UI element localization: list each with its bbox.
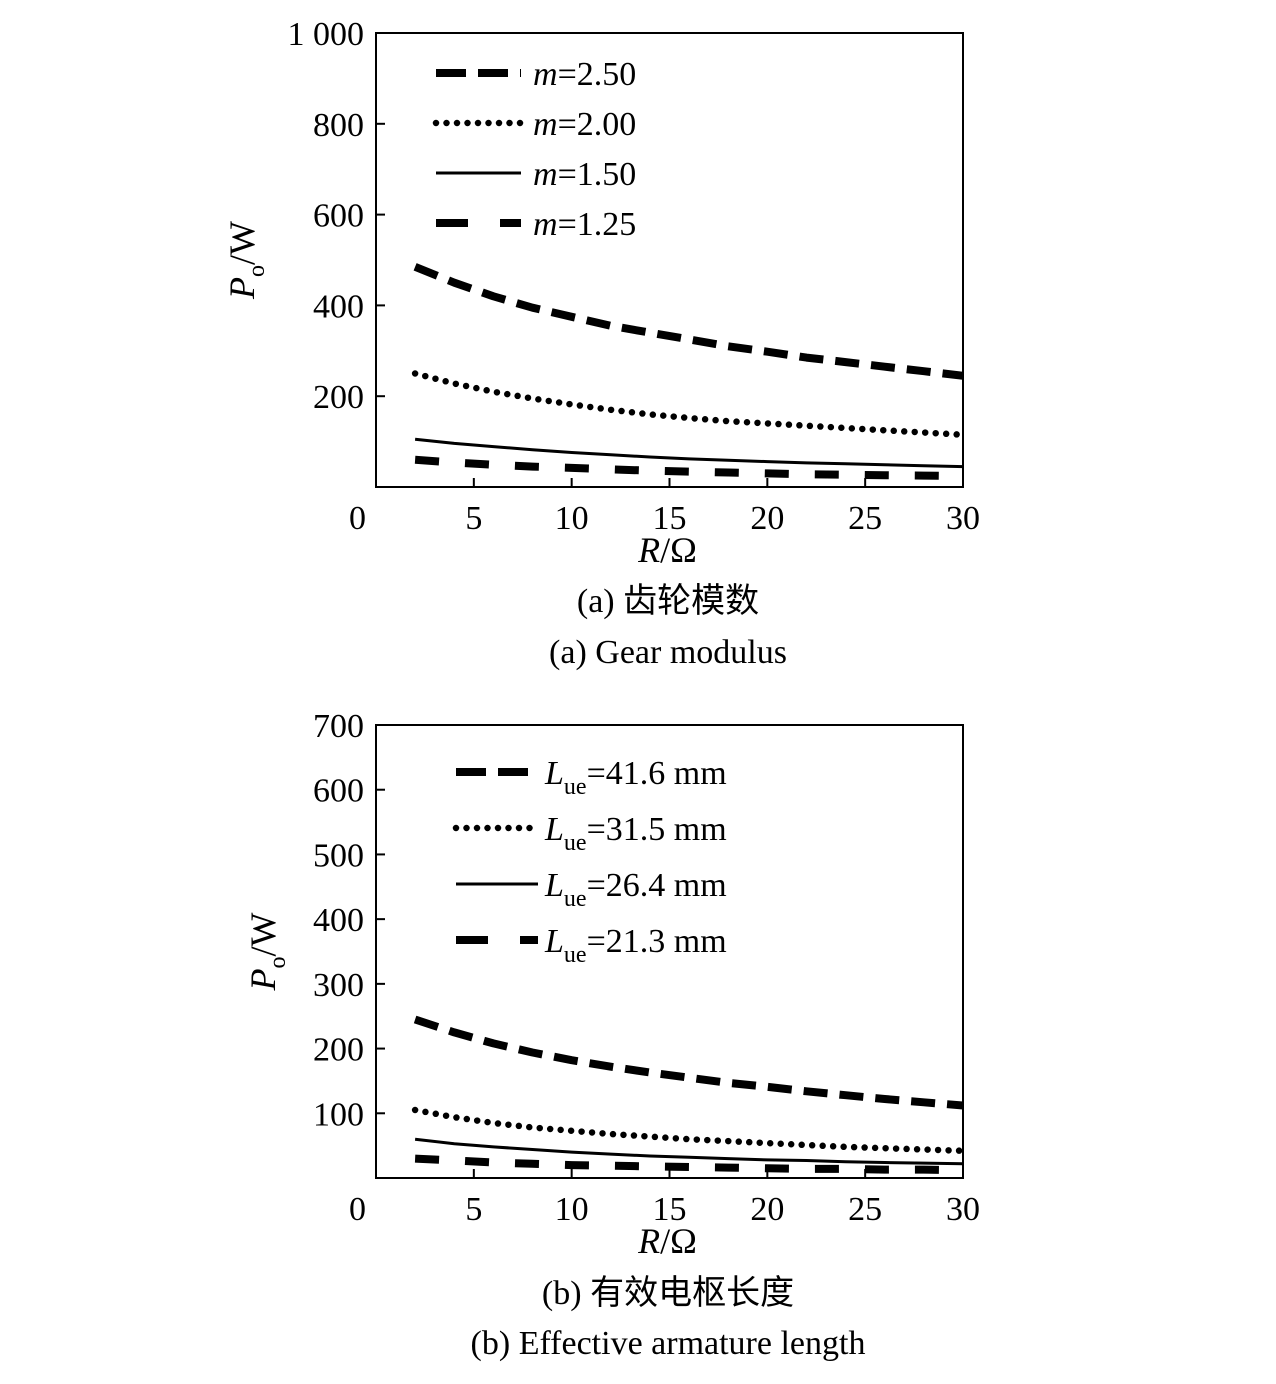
x-tick-label: 20 [750, 1191, 784, 1228]
legend-rest: =2.50 [558, 56, 637, 93]
x-tick-label: 15 [653, 500, 687, 537]
y-axis-var: P [243, 968, 283, 991]
y-axis-title: Po/W [222, 221, 270, 300]
y-tick-label: 0 [349, 500, 366, 537]
y-tick-label: 600 [313, 198, 364, 235]
x-axis-var: R [637, 530, 660, 570]
legend-rest: =1.50 [558, 156, 637, 193]
caption-chinese: (a) 齿轮模数 [577, 582, 759, 620]
x-tick-label: 10 [555, 500, 589, 537]
legend-var: L [544, 923, 564, 960]
series-line-1 [413, 1015, 963, 1110]
legend-var: m [533, 156, 558, 193]
series-line-1 [413, 263, 963, 380]
x-axis-unit: /Ω [660, 530, 697, 570]
legend-var: m [533, 206, 558, 243]
y-tick-label: 600 [313, 773, 364, 810]
caption-english: (a) Gear modulus [549, 634, 787, 671]
y-tick-label: 1 000 [288, 16, 365, 53]
x-axis-title: R/Ω [637, 530, 697, 570]
y-tick-label: 200 [313, 379, 364, 416]
legend-rest: =21.3 mm [587, 923, 727, 960]
x-axis-unit: /Ω [660, 1221, 697, 1261]
y-axis-sub: o [265, 956, 291, 968]
legend-label-2: m=2.00 [533, 106, 636, 143]
series-line-2 [411, 1106, 963, 1155]
legend-label-1: m=2.50 [533, 56, 636, 93]
x-tick-label: 30 [946, 500, 980, 537]
series-line-4 [414, 455, 963, 481]
y-tick-label: 200 [313, 1032, 364, 1069]
legend-var: L [544, 811, 564, 848]
series-line-3 [414, 1137, 963, 1166]
caption-english: (b) Effective armature length [471, 1325, 866, 1362]
x-tick-label: 10 [555, 1191, 589, 1228]
y-axis-title: Po/W [243, 912, 291, 991]
x-tick-label: 5 [465, 1191, 482, 1228]
legend-sub: ue [564, 830, 587, 856]
y-tick-label: 400 [313, 288, 364, 325]
x-tick-label: 15 [653, 1191, 687, 1228]
x-tick-label: 30 [946, 1191, 980, 1228]
y-tick-label: 700 [313, 708, 364, 745]
x-tick-label: 5 [465, 500, 482, 537]
legend-label-1: Lue=41.6 mm [544, 755, 727, 800]
x-tick-label: 20 [750, 500, 784, 537]
legend-var: L [544, 755, 564, 792]
plot-frame [375, 32, 964, 488]
series-line-2 [411, 370, 963, 439]
legend-label-2: Lue=31.5 mm [544, 811, 727, 856]
y-tick-label: 400 [313, 902, 364, 939]
series-line-4 [414, 1154, 963, 1175]
y-tick-label: 100 [313, 1096, 364, 1133]
legend-rest: =2.00 [558, 106, 637, 143]
x-tick-label: 25 [848, 1191, 882, 1228]
legend-var: L [544, 867, 564, 904]
y-tick-label: 800 [313, 107, 364, 144]
legend-label-3: m=1.50 [533, 156, 636, 193]
legend-label-3: Lue=26.4 mm [544, 867, 727, 912]
legend-var: m [533, 106, 558, 143]
series-line-3 [414, 437, 963, 469]
legend-label-4: Lue=21.3 mm [544, 923, 727, 968]
legend-sub: ue [564, 942, 587, 968]
y-tick-label: 0 [349, 1191, 366, 1228]
x-tick-label: 25 [848, 500, 882, 537]
legend-label-4: m=1.25 [533, 206, 636, 243]
legend-rest: =26.4 mm [587, 867, 727, 904]
legend-rest: =41.6 mm [587, 755, 727, 792]
x-axis-var: R [637, 1221, 660, 1261]
y-axis-var: P [222, 277, 262, 300]
legend: m=2.50m=2.00m=1.50m=1.25 [432, 56, 636, 243]
legend-rest: =31.5 mm [587, 811, 727, 848]
caption-chinese: (b) 有效电枢长度 [542, 1274, 794, 1312]
chart-panel-b: 0 100 200 300 400 500 600 700 5 10 15 20 25 30 R/Ω Po/W… [243, 708, 980, 1362]
y-axis-unit: /W [222, 221, 262, 265]
legend-rest: =1.25 [558, 206, 637, 243]
y-axis-sub: o [244, 265, 270, 277]
y-axis-unit: /W [243, 912, 283, 956]
y-tick-label: 500 [313, 837, 364, 874]
legend-sub: ue [564, 774, 587, 800]
x-axis-title: R/Ω [637, 1221, 697, 1261]
legend-var: m [533, 56, 558, 93]
legend-sub: ue [564, 886, 587, 912]
y-tick-label: 300 [313, 967, 364, 1004]
